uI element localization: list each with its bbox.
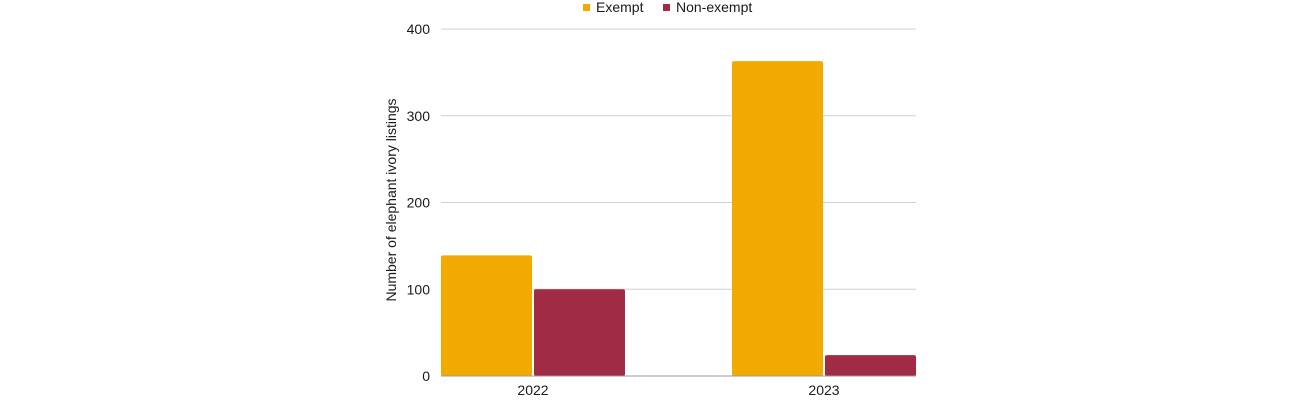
legend-swatch-exempt <box>583 4 590 11</box>
legend-label-non-exempt: Non-exempt <box>676 0 752 15</box>
bar-non-exempt-2022 <box>534 289 625 376</box>
y-tick-label-300: 300 <box>407 108 431 124</box>
x-category-labels: 2022 2023 <box>517 382 839 398</box>
legend-swatch-non-exempt <box>663 4 670 11</box>
x-category-label-2022: 2022 <box>517 382 548 398</box>
x-category-label-2023: 2023 <box>808 382 839 398</box>
y-axis-title: Number of elephant ivory listings <box>383 98 399 301</box>
y-gridlines <box>441 28 916 290</box>
bar-exempt-2022 <box>441 255 532 376</box>
bar-non-exempt-2023 <box>825 355 916 376</box>
bar-exempt-2023 <box>732 61 823 376</box>
y-tick-label-0: 0 <box>422 368 430 384</box>
y-tick-label-400: 400 <box>407 21 431 37</box>
y-tick-label-100: 100 <box>407 281 431 297</box>
y-tick-label-200: 200 <box>407 195 431 211</box>
bar-series <box>441 61 916 376</box>
legend-label-exempt: Exempt <box>596 0 644 15</box>
y-tick-labels: 0 100 200 300 400 <box>407 21 431 384</box>
chart-legend: Exempt Non-exempt <box>583 0 752 15</box>
